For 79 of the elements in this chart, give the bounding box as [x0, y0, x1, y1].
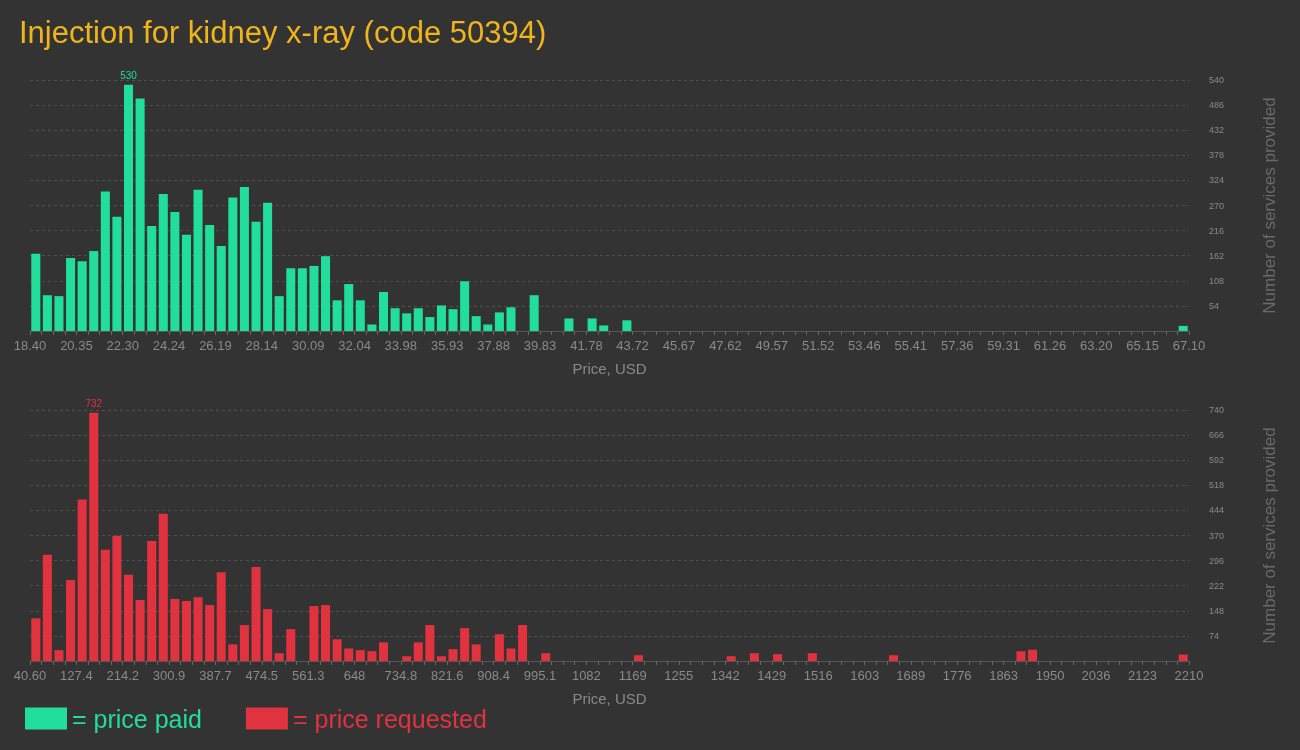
x-tick-label: 1342: [710, 668, 740, 683]
x-tick-label: 127.4: [60, 668, 93, 683]
x-tick-label: 2036: [1081, 668, 1111, 683]
x-tick-label: 1169: [618, 668, 647, 683]
y-tick-label: 378: [1209, 150, 1225, 161]
x-tick-label: 63.20: [1079, 338, 1113, 353]
x-tick-label: 300.9: [152, 668, 186, 683]
x-tick-label: 59.31: [987, 338, 1020, 353]
y-tick-label: 432: [1209, 125, 1225, 136]
x-tick-label: 20.35: [60, 338, 93, 353]
x-tick-label: 43.72: [616, 338, 649, 353]
y-tick-label: 108: [1209, 275, 1225, 286]
y-tick-label: 216: [1209, 225, 1225, 236]
x-tick-label: 49.57: [755, 338, 789, 353]
y-tick-label: 486: [1209, 100, 1225, 111]
y-tick-label: 540: [1209, 75, 1225, 85]
x-tick-label: 30.09: [291, 338, 325, 353]
data-label: 530: [120, 70, 138, 82]
x-tick-label: 214.2: [106, 668, 140, 683]
x-tick-label: 821.6: [430, 668, 464, 683]
y-tick-label: 148: [1209, 605, 1225, 616]
chart-title: Injection for kidney x-ray (code 50394): [19, 15, 547, 50]
legend-label: = price requested: [292, 704, 487, 733]
x-tick-label: 37.88: [477, 338, 510, 353]
x-tick-label: 51.52: [801, 338, 835, 353]
y-tick-label: 592: [1209, 455, 1225, 466]
y-tick-label: 74: [1209, 630, 1220, 641]
x-tick-label: 2123: [1128, 668, 1157, 683]
x-tick-label: 1863: [989, 668, 1019, 683]
x-tick-label: 1603: [850, 668, 880, 683]
x-tick-label: 39.83: [523, 338, 557, 353]
y-tick-label: 222: [1209, 580, 1225, 591]
x-tick-label: 648: [343, 668, 366, 683]
y-tick-label: 324: [1209, 175, 1225, 186]
x-tick-label: 28.14: [245, 338, 279, 353]
x-tick-label: 40.60: [13, 668, 47, 683]
y-tick-label: 740: [1209, 405, 1225, 415]
x-tick-label: 474.5: [245, 668, 279, 683]
x-tick-label: 1689: [896, 668, 926, 683]
y-tick-label: 370: [1209, 530, 1225, 541]
x-tick-label: 1950: [1035, 668, 1065, 683]
y-tick-label: 444: [1209, 505, 1225, 516]
x-tick-label: 61.26: [1033, 338, 1067, 353]
x-tick-label: 45.67: [662, 338, 696, 353]
y-tick-label: 162: [1209, 250, 1225, 261]
x-tick-label: 1082: [571, 668, 601, 683]
x-tick-label: 67.10: [1172, 338, 1206, 353]
x-tick-label: 18.40: [13, 338, 47, 353]
x-tick-label: 35.93: [430, 338, 464, 353]
x-tick-label: 41.78: [570, 338, 603, 353]
y-tick-label: 270: [1209, 200, 1225, 211]
x-tick-label: 26.19: [199, 338, 232, 353]
x-tick-label: 908.4: [477, 668, 510, 683]
x-tick-label: 1776: [942, 668, 972, 683]
x-tick-label: 57.36: [940, 338, 974, 353]
y-tick-label: 518: [1209, 480, 1225, 491]
data-label: 732: [85, 398, 103, 410]
y-tick-label: 54: [1209, 300, 1220, 311]
x-tick-label: 47.62: [709, 338, 742, 353]
x-tick-label: 734.8: [384, 668, 418, 683]
x-tick-label: 33.98: [384, 338, 418, 353]
x-tick-label: 65.15: [1126, 338, 1159, 353]
x-tick-label: 1255: [664, 668, 694, 683]
x-tick-label: 1429: [757, 668, 787, 683]
x-tick-label: 387.7: [199, 668, 232, 683]
x-tick-label: 995.1: [523, 668, 557, 683]
x-axis-title: Price, USD: [572, 360, 647, 377]
y-tick-label: 296: [1209, 555, 1225, 566]
x-tick-label: 1516: [803, 668, 833, 683]
x-tick-label: 22.30: [106, 338, 140, 353]
y-tick-label: 666: [1209, 430, 1225, 441]
x-tick-label: 2210: [1174, 668, 1204, 683]
x-tick-label: 32.04: [338, 338, 371, 353]
legend-label: = price paid: [72, 704, 202, 733]
x-tick-label: 55.41: [894, 338, 928, 353]
x-tick-label: 561.3: [291, 668, 325, 683]
x-tick-label: 24.24: [152, 338, 186, 353]
x-axis-title: Price, USD: [572, 690, 647, 707]
x-tick-label: 53.46: [848, 338, 881, 353]
